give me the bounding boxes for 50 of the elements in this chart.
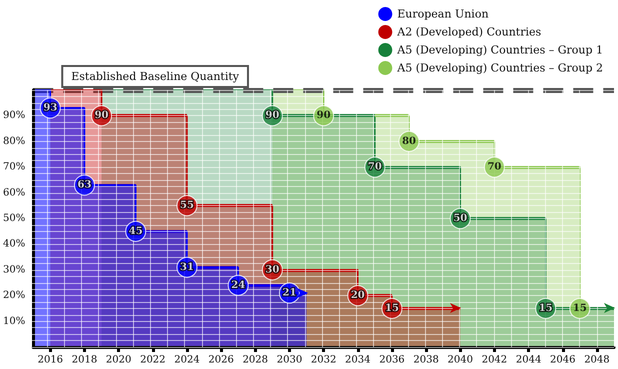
x-tick-label: 2046 bbox=[550, 354, 576, 366]
x-tick-label: 2036 bbox=[379, 354, 405, 366]
data-label: 45 bbox=[128, 226, 143, 237]
data-label: 70 bbox=[368, 162, 382, 173]
data-label: 15 bbox=[538, 302, 553, 314]
legend-label: European Union bbox=[397, 8, 489, 20]
x-tick-label: 2048 bbox=[584, 354, 610, 366]
y-tick-label: 70% bbox=[2, 162, 26, 173]
data-label: 93 bbox=[43, 102, 58, 114]
data-label: 24 bbox=[231, 280, 246, 291]
data-label: 30 bbox=[265, 264, 280, 276]
data-label: 20 bbox=[350, 290, 365, 302]
x-tick-label: 2020 bbox=[106, 354, 132, 366]
x-tick-label: 2032 bbox=[310, 354, 336, 366]
x-tick-label: 2026 bbox=[208, 354, 234, 366]
legend-label: A5 (Developing) Countries – Group 2 bbox=[396, 62, 604, 74]
y-tick-label: 80% bbox=[2, 136, 26, 147]
x-tick-label: 2034 bbox=[345, 354, 371, 366]
x-tick-label: 2024 bbox=[174, 354, 200, 366]
data-label: 70 bbox=[487, 162, 502, 173]
y-tick-label: 20% bbox=[2, 290, 26, 302]
data-label: 90 bbox=[316, 110, 331, 122]
data-label: 31 bbox=[180, 262, 194, 273]
y-tick-label: 30% bbox=[2, 264, 26, 276]
y-tick-label: 90% bbox=[2, 110, 26, 122]
data-label: 80 bbox=[402, 136, 416, 147]
data-label: 15 bbox=[572, 302, 587, 314]
data-label: 50 bbox=[453, 213, 468, 224]
legend-label: A2 (Developed) Countries bbox=[396, 26, 542, 38]
x-tick-label: 2040 bbox=[448, 354, 473, 366]
x-tick-label: 2042 bbox=[482, 354, 508, 366]
x-tick-label: 2016 bbox=[38, 354, 64, 366]
y-tick-label: 40% bbox=[2, 238, 26, 250]
x-tick-label: 2038 bbox=[413, 354, 439, 366]
data-label: 90 bbox=[265, 110, 280, 122]
data-label: 90 bbox=[94, 110, 109, 122]
data-label: 21 bbox=[282, 288, 296, 299]
x-tick-label: 2030 bbox=[276, 354, 302, 366]
x-tick-label: 2044 bbox=[516, 354, 542, 366]
y-tick-label: 10% bbox=[2, 316, 26, 327]
y-tick-label: 50% bbox=[2, 213, 26, 224]
legend-label: A5 (Developing) Countries – Group 1 bbox=[396, 44, 604, 56]
data-label: 15 bbox=[384, 302, 399, 314]
x-tick-label: 2022 bbox=[140, 354, 166, 366]
ref-line-label: Established Baseline Quantity bbox=[71, 70, 240, 83]
x-tick-label: 2028 bbox=[242, 354, 268, 366]
y-tick-label: 60% bbox=[2, 187, 26, 198]
data-label: 63 bbox=[78, 180, 92, 191]
x-tick-label: 2018 bbox=[72, 354, 98, 366]
data-label: 55 bbox=[180, 200, 194, 212]
